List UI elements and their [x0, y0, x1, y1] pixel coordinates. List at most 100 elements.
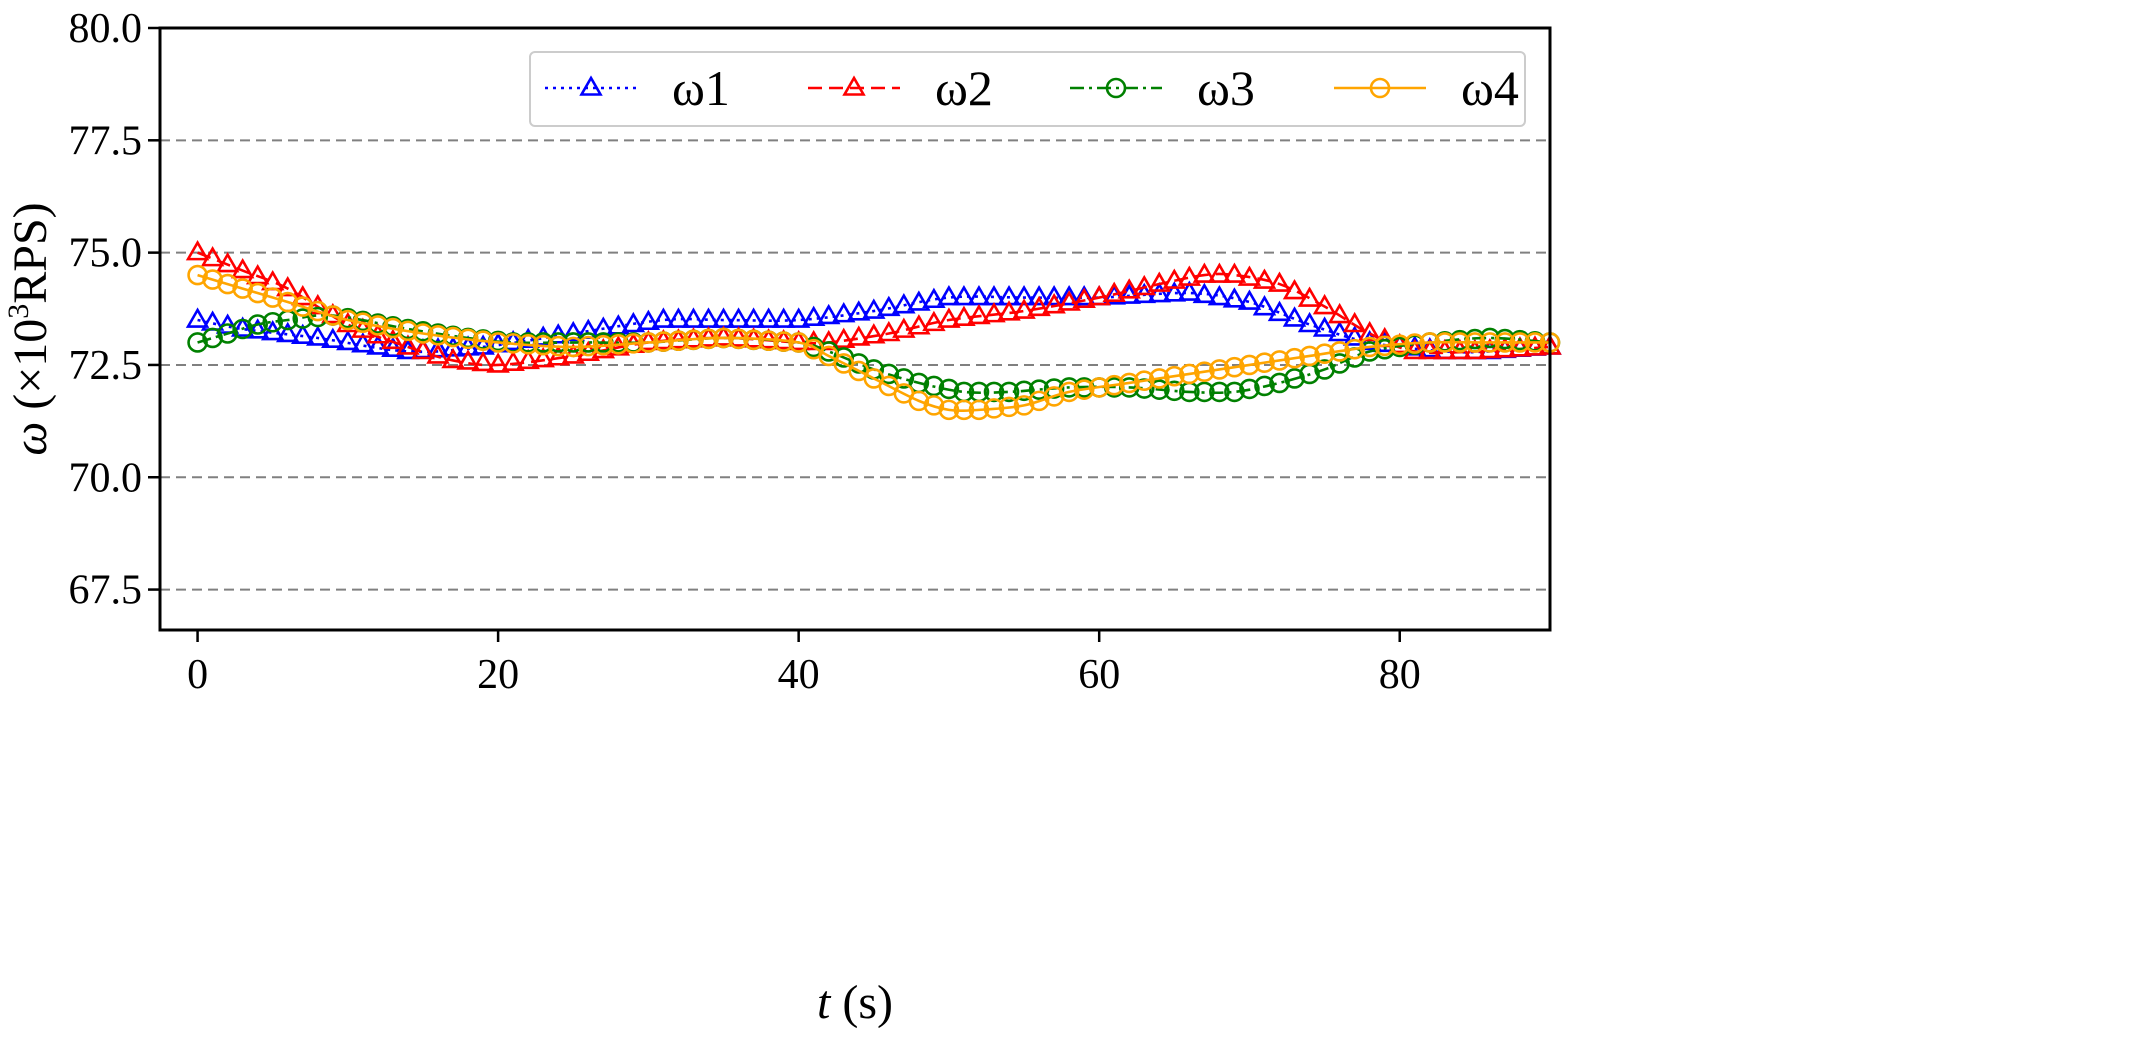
series-4-point-35: [713, 327, 734, 349]
series-4-point-71: [1254, 352, 1275, 373]
legend-marker-4: [1369, 77, 1391, 99]
series-4-point-4: [247, 282, 268, 304]
series-3-point-73: [1284, 368, 1305, 389]
series-4-point-61: [1103, 374, 1125, 396]
series-2-point-13: [381, 328, 405, 350]
series-1-point-74: [1297, 311, 1322, 333]
series-4-point-70: [1239, 354, 1260, 376]
x-axis-label: t (s): [817, 976, 893, 1029]
series-3-point-50: [938, 378, 960, 400]
series-2-point-53: [982, 302, 1006, 323]
series-1-point-6: [275, 321, 300, 343]
series-2-point-30: [636, 329, 661, 351]
series-3-point-4: [247, 314, 268, 335]
series-2-point-7: [291, 284, 315, 306]
series-4-point-20: [487, 332, 509, 353]
series-2-point-71: [1252, 268, 1277, 289]
series-4-point-17: [442, 326, 464, 348]
series-1-point-32: [666, 307, 691, 328]
series-2-point-59: [1072, 287, 1096, 309]
series-2-point-74: [1297, 286, 1322, 307]
series-4-point-16: [427, 324, 449, 346]
x-tick-label-2: 40: [778, 652, 820, 698]
legend-label-1: ω1: [672, 60, 730, 116]
series-4-point-28: [608, 333, 629, 355]
plot-frame: [158, 26, 1552, 632]
series-4-point-25: [562, 336, 584, 358]
series-4-point-69: [1224, 356, 1245, 378]
y-axis-label: ω (×103RPS): [2, 202, 57, 455]
series-1-point-31: [651, 307, 676, 328]
series-1-point-3: [230, 316, 255, 337]
series-4-point-19: [472, 330, 494, 351]
series-4-point-22: [517, 333, 539, 355]
series-4-point-58: [1058, 381, 1080, 403]
series-4-point-39: [773, 331, 794, 352]
series-1-point-70: [1237, 289, 1262, 310]
series-2-point-21: [501, 350, 525, 371]
series-2-point-89: [1523, 335, 1547, 356]
series-4-point-13: [382, 317, 404, 339]
series-4-point-81: [1404, 333, 1426, 354]
series-3-point-57: [1043, 378, 1065, 399]
series-layer: [185, 240, 1562, 421]
tick-layer: 0 20 40 60 80 67.5 70.0 72.5 75.0 77.5 80.0: [69, 6, 1421, 698]
series-2-point-60: [1087, 284, 1111, 306]
series-4-point-48: [908, 390, 930, 412]
series-4-point-88: [1509, 332, 1531, 353]
series-3-point-71: [1254, 375, 1275, 397]
series-4-point-23: [532, 334, 554, 356]
series-3-point-69: [1224, 381, 1245, 403]
series-4-point-9: [322, 305, 344, 326]
series-4-point-79: [1374, 335, 1396, 357]
series-4-point-33: [683, 329, 704, 351]
series-2-point-57: [1042, 293, 1066, 314]
series-4-point-73: [1284, 347, 1305, 369]
series-2-point-49: [922, 310, 946, 332]
series-1-point-49: [922, 287, 946, 309]
series-1-point-41: [801, 305, 826, 327]
series-1-point-25: [561, 320, 585, 342]
series-2-point-48: [907, 314, 931, 335]
series-1-point-72: [1267, 300, 1292, 322]
series-1-point-22: [516, 327, 540, 349]
series-4-point-24: [547, 335, 569, 357]
series-2-point-72: [1267, 271, 1292, 292]
series-1-point-75: [1312, 316, 1337, 337]
series-4-point-30: [638, 332, 659, 353]
series-2-point-61: [1102, 281, 1126, 302]
series-1-point-48: [907, 290, 931, 311]
series-1-point-65: [1162, 281, 1187, 302]
series-4-point-67: [1194, 361, 1215, 382]
series-4-point-75: [1314, 343, 1335, 365]
series-4-point-5: [262, 287, 284, 308]
series-2-point-22: [516, 348, 540, 370]
series-2-point-65: [1162, 268, 1187, 289]
series-1-point-38: [756, 307, 781, 328]
x-tick-label-4: 80: [1379, 652, 1421, 698]
series-2-point-69: [1222, 262, 1247, 283]
legend-label-3: ω3: [1197, 60, 1255, 116]
series-1-point-29: [621, 311, 646, 333]
series-1-point-33: [681, 307, 706, 328]
legend-marker-1: [579, 75, 603, 96]
series-4-point-29: [623, 333, 644, 354]
series-4-point-14: [397, 320, 419, 342]
series-4-point-77: [1344, 338, 1365, 360]
series-1-point-47: [892, 293, 916, 314]
series-3-point-70: [1239, 378, 1260, 400]
series-4-point-60: [1088, 377, 1110, 398]
series-1-point-61: [1102, 284, 1126, 305]
series-4-point-0: [187, 264, 208, 286]
series-4-point-63: [1133, 370, 1155, 391]
series-3-point-3: [232, 318, 253, 340]
series-4-point-38: [758, 330, 779, 351]
series-4-point-15: [412, 323, 434, 344]
y-tick-label-1: 70.0: [69, 455, 143, 501]
y-tick-label-2: 72.5: [69, 343, 143, 389]
y-tick-label-5: 80.0: [69, 6, 143, 52]
legend: ω1 ω2 ω3 ω4: [529, 51, 1526, 127]
legend-marker-3: [1105, 77, 1127, 99]
